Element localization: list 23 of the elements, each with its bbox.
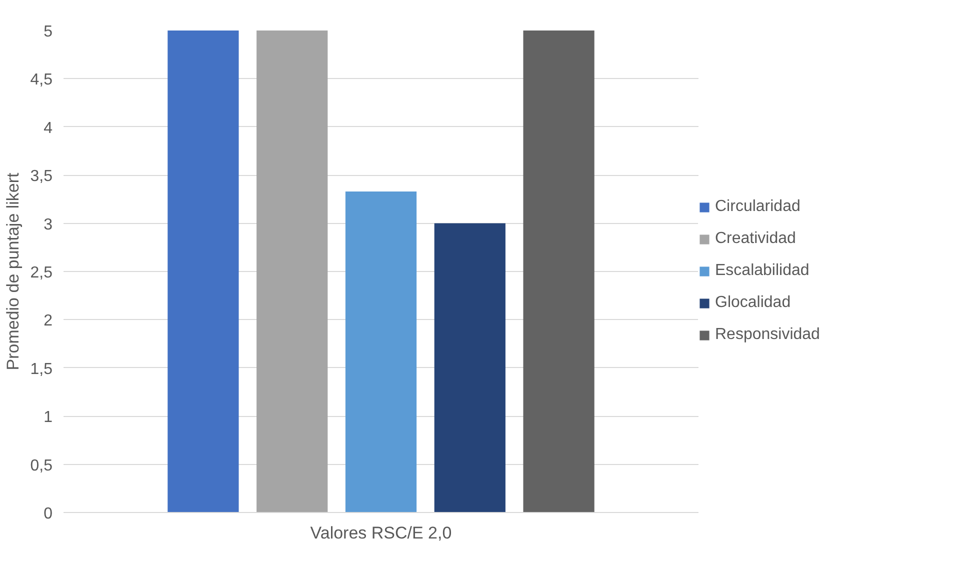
y-tick-label: 4 xyxy=(44,120,53,137)
y-tick-label: 2 xyxy=(44,312,53,330)
bar xyxy=(523,30,594,512)
legend-label: Responsividad xyxy=(715,326,820,344)
y-tick-label: 2,5 xyxy=(30,264,53,282)
legend-label: Circularidad xyxy=(715,198,802,216)
bar xyxy=(256,30,328,512)
legend-label: Escalabilidad xyxy=(715,262,810,280)
y-tick-label: 4,5 xyxy=(30,72,53,89)
y-tick-label: 1 xyxy=(44,409,53,426)
bar xyxy=(345,191,417,512)
y-tick-label: 5 xyxy=(44,24,53,40)
x-tick-label: Valores RSC/E 2,0 xyxy=(310,524,452,542)
y-tick-label: 1,5 xyxy=(30,360,53,378)
y-tick-label: 0 xyxy=(44,506,53,522)
legend-label: Creatividad xyxy=(715,230,797,248)
y-tick-label: 0,5 xyxy=(30,457,53,474)
y-tick-label: 3 xyxy=(44,216,53,234)
bar xyxy=(434,223,506,512)
y-axis-title: Promedio de puntaje likert xyxy=(3,172,22,370)
legend-label: Glocalidad xyxy=(715,294,792,312)
y-tick-label: 3,5 xyxy=(30,168,53,186)
bar xyxy=(168,30,239,512)
